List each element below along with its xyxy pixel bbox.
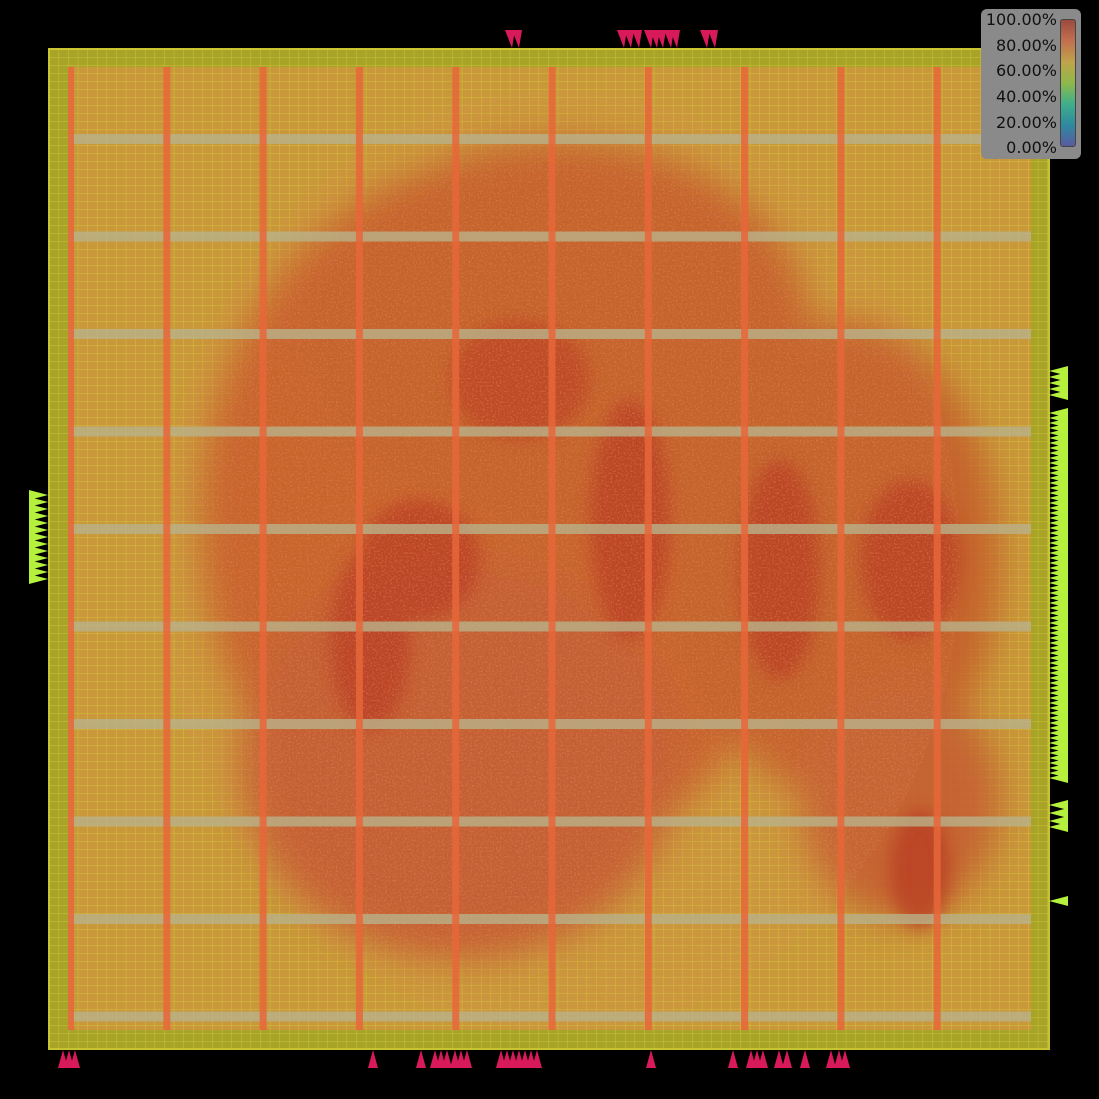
io-pin: [632, 30, 642, 48]
vertical-strap: [837, 67, 845, 1030]
legend-tick: 100.00%: [985, 10, 1057, 29]
io-pin: [800, 1050, 810, 1068]
io-pin: [416, 1050, 426, 1068]
io-pins-top: [505, 30, 718, 48]
io-pin: [1049, 800, 1068, 810]
io-pin: [505, 30, 515, 48]
io-pin: [29, 497, 48, 507]
io-pin: [29, 525, 48, 535]
vertical-strap: [68, 67, 74, 1030]
io-pin: [368, 1050, 378, 1068]
io-pin: [624, 30, 634, 48]
legend-tick: 20.00%: [995, 113, 1057, 132]
io-pin: [29, 511, 48, 521]
vertical-strap: [741, 67, 749, 1030]
io-pin: [782, 1050, 792, 1068]
io-pin: [29, 504, 48, 514]
io-pin: [617, 30, 627, 48]
io-pin: [670, 30, 680, 48]
io-pin: [1049, 808, 1068, 818]
io-pin: [758, 1050, 768, 1068]
vertical-strap: [259, 67, 267, 1030]
io-pin: [1049, 390, 1068, 400]
io-pin: [532, 1050, 542, 1068]
io-pin: [656, 30, 666, 48]
core-area: [68, 67, 1031, 1030]
io-pin: [462, 1050, 472, 1068]
vertical-strap: [163, 67, 171, 1030]
io-pin: [70, 1050, 80, 1068]
vertical-straps: [68, 67, 941, 1030]
io-pin: [646, 1050, 656, 1068]
io-pin: [774, 1050, 784, 1068]
vertical-strap: [452, 67, 460, 1030]
io-pin: [700, 30, 710, 48]
io-pin: [29, 553, 48, 563]
io-pin: [29, 567, 48, 577]
io-pin: [29, 560, 48, 570]
io-pin: [29, 532, 48, 542]
io-pin: [1049, 896, 1068, 906]
io-pin: [442, 1050, 452, 1068]
vertical-strap: [548, 67, 556, 1030]
io-pin: [29, 490, 48, 500]
io-pin: [29, 574, 48, 584]
legend-colorbar: [1060, 19, 1076, 147]
io-pin: [29, 546, 48, 556]
io-pin: [826, 1050, 836, 1068]
vertical-strap: [355, 67, 363, 1030]
legend-tick: 80.00%: [995, 36, 1057, 55]
vertical-strap: [933, 67, 941, 1030]
io-pin: [1049, 773, 1068, 783]
io-pin: [29, 539, 48, 549]
io-pins-bottom: [58, 1050, 850, 1068]
io-pin: [29, 518, 48, 528]
io-pins-left: [29, 490, 48, 584]
io-pins-right: [1049, 366, 1068, 906]
io-pin: [840, 1050, 850, 1068]
io-pin: [1049, 822, 1068, 832]
io-pin: [708, 30, 718, 48]
io-pin: [650, 30, 660, 48]
legend-tick: 0.00%: [1006, 138, 1057, 157]
io-pin: [728, 1050, 738, 1068]
density-legend: 100.00% 80.00% 60.00% 40.00% 20.00% 0.00…: [981, 9, 1081, 159]
vertical-strap: [644, 67, 652, 1030]
legend-tick: 60.00%: [995, 61, 1057, 80]
legend-tick: 40.00%: [995, 87, 1057, 106]
io-pin: [664, 30, 674, 48]
io-pin: [644, 30, 654, 48]
io-pin: [512, 30, 522, 48]
